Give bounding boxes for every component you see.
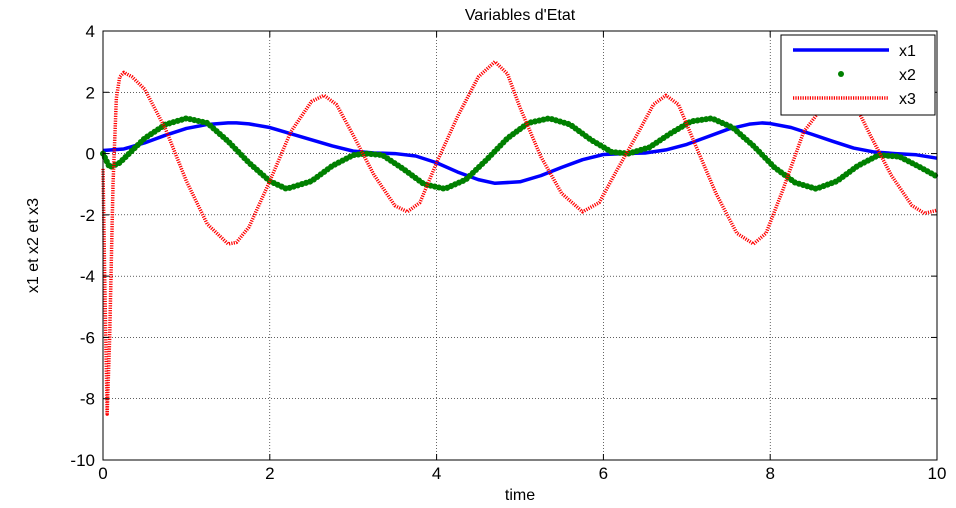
series-line-x1: [102, 121, 938, 186]
chart-title: Variables d'Etat: [465, 7, 576, 24]
y-tick-label: 2: [86, 83, 95, 102]
y-tick-label: -4: [80, 267, 95, 286]
y-axis-title: x1 et x2 et x3: [25, 198, 42, 293]
x-tick-label: 0: [98, 464, 107, 483]
x-tick-label: 6: [599, 464, 608, 483]
y-tick-label: -2: [80, 206, 95, 225]
legend-label-x3: x3: [899, 91, 916, 108]
x-tick-label: 2: [265, 464, 274, 483]
legend-entries: x1 x2 x3: [793, 43, 916, 108]
legend-swatch-x2: [838, 71, 844, 77]
legend-label-x1: x1: [899, 43, 916, 60]
tick-group: 0 2 4 6 8 10 -10 -8 -6 -4 -2 0 2 4: [70, 22, 946, 483]
x-axis-title: time: [505, 487, 535, 504]
series-group: [100, 59, 940, 416]
y-tick-label: -8: [80, 390, 95, 409]
plot-frame: [102, 30, 938, 461]
legend: x1 x2 x3: [780, 34, 936, 116]
y-tick-label: 4: [86, 22, 95, 41]
legend-entry-x3: x3: [793, 91, 916, 108]
legend-label-x2: x2: [899, 67, 916, 84]
x-tick-label: 10: [928, 464, 947, 483]
legend-entry-x2: x2: [838, 67, 916, 84]
x-tick-label: 8: [765, 464, 774, 483]
x-tick-label: 4: [432, 464, 441, 483]
series-line-x2: [100, 115, 940, 192]
y-tick-label: 0: [86, 145, 95, 164]
y-tick-label: -6: [80, 328, 95, 347]
y-tick-label: -10: [70, 451, 95, 470]
legend-entry-x1: x1: [793, 43, 916, 60]
